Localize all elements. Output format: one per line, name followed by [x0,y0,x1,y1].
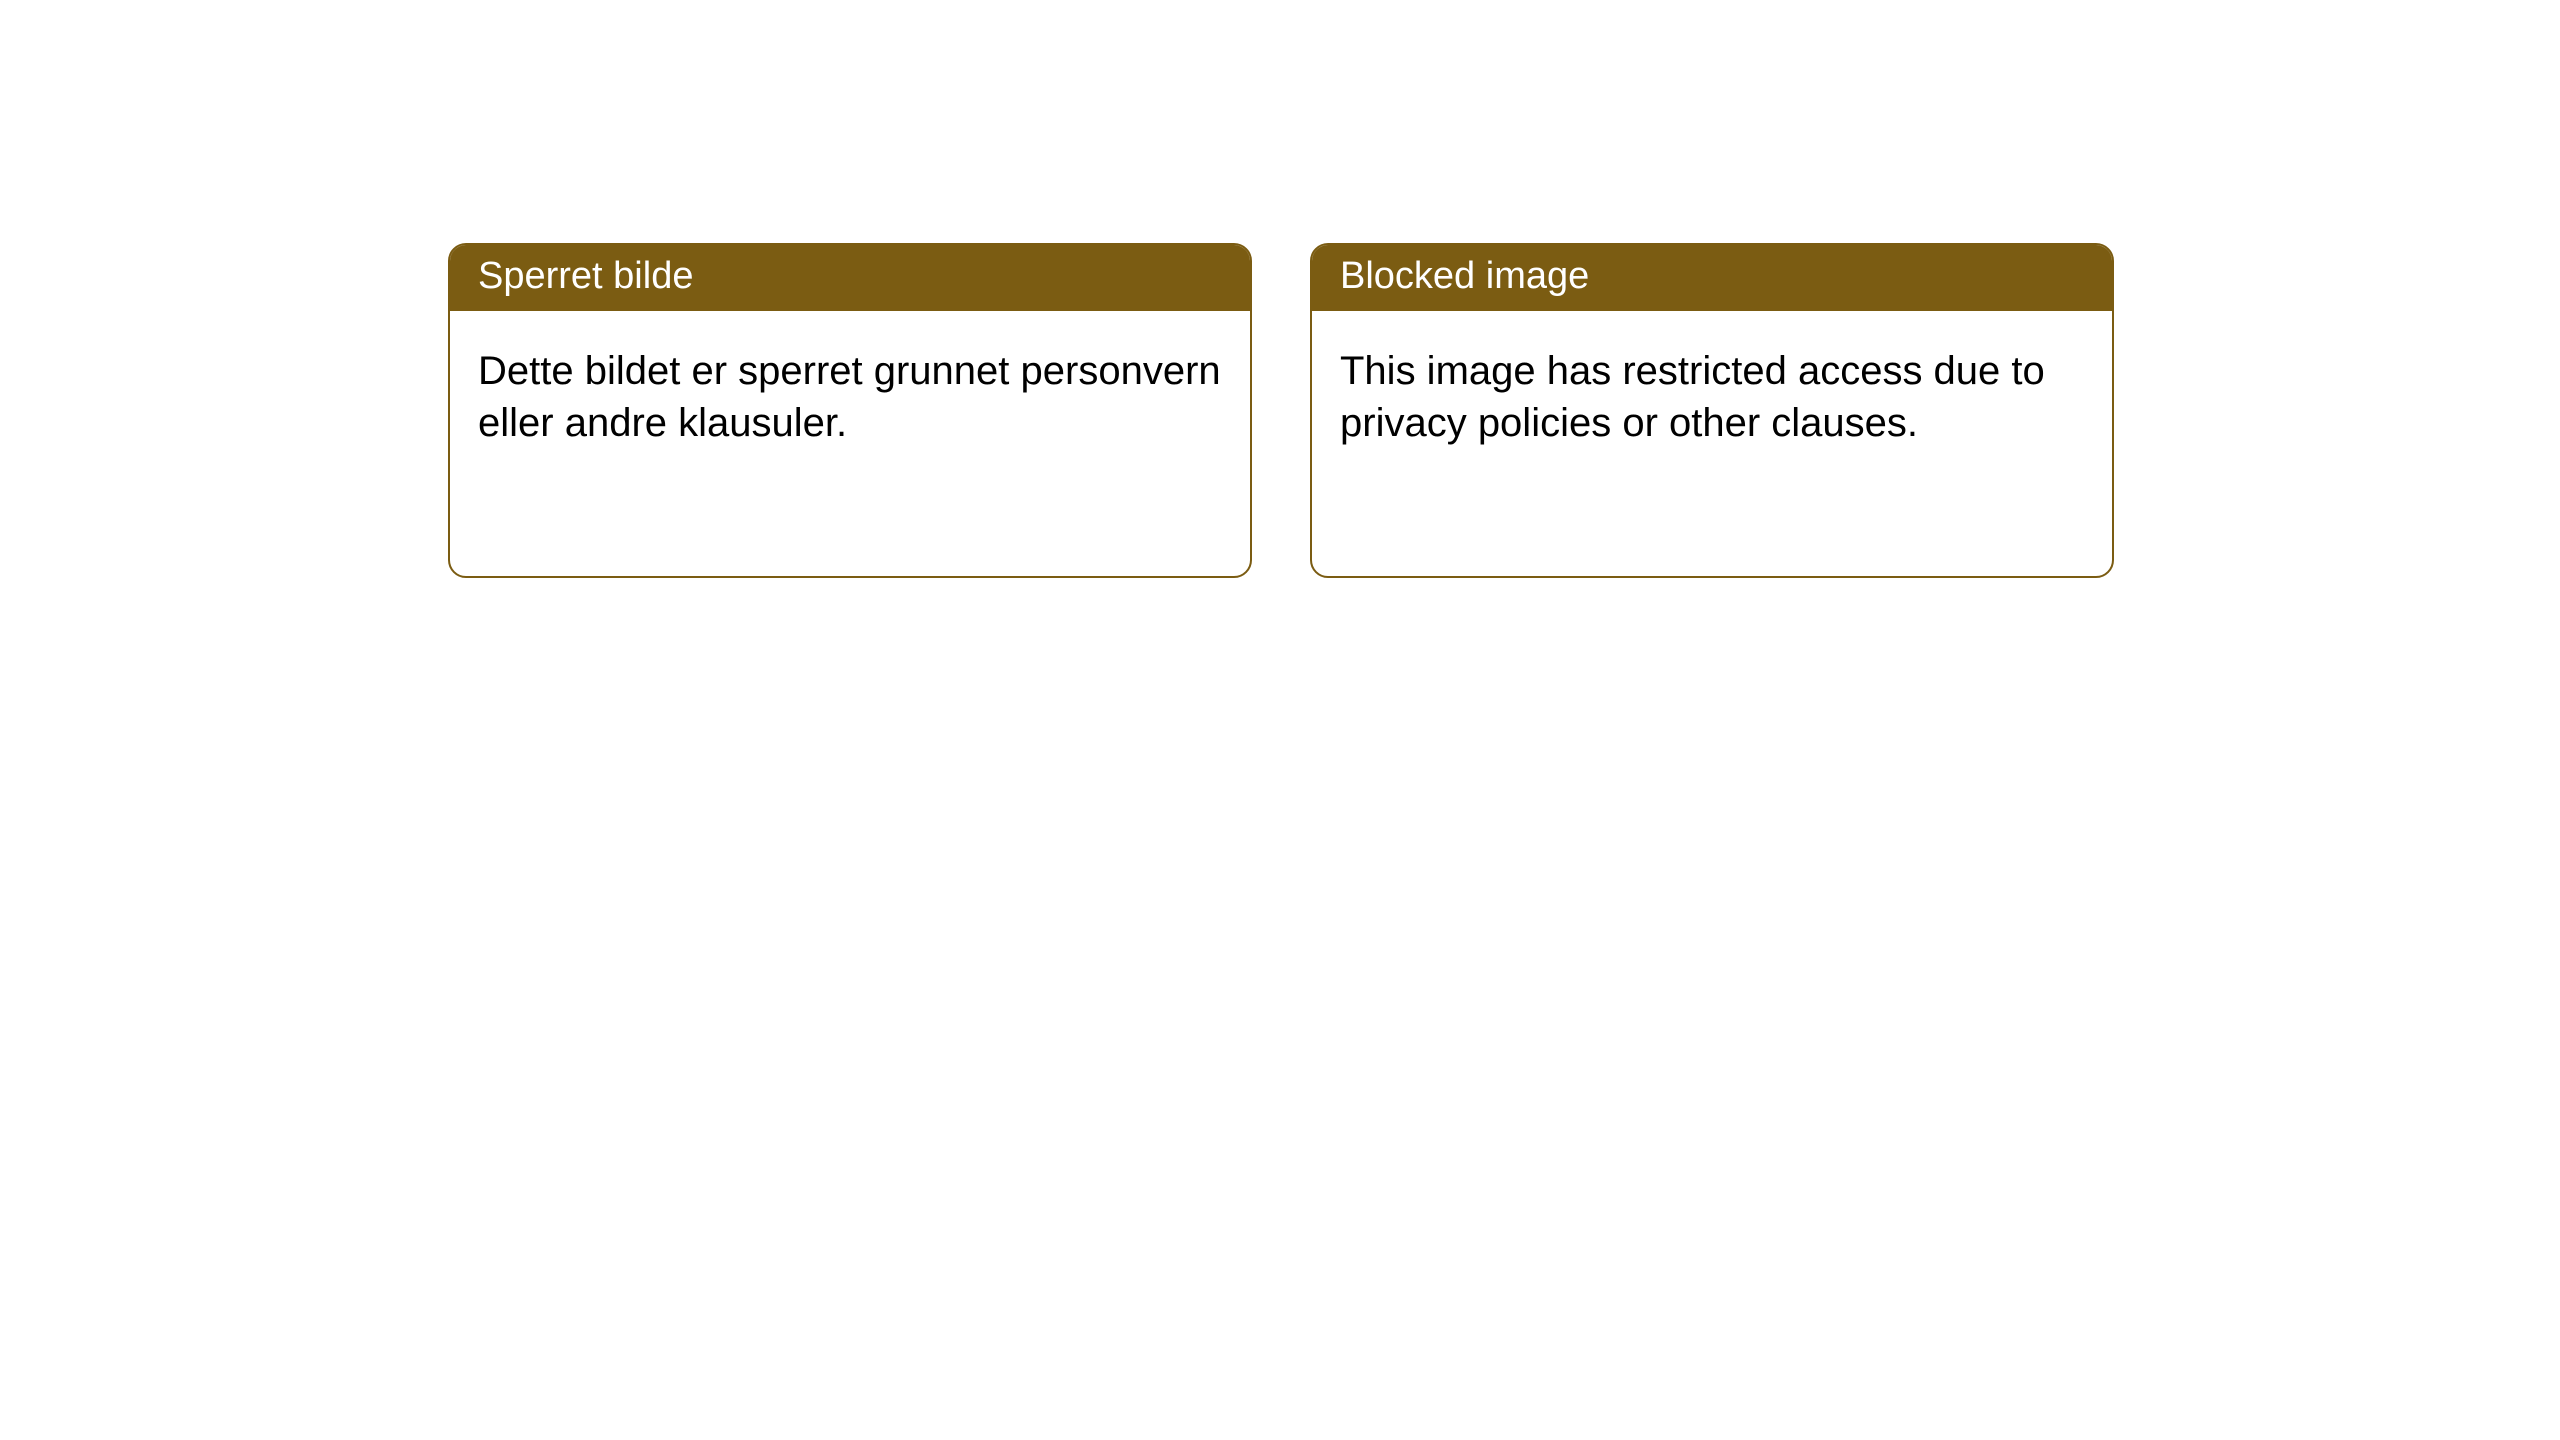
notice-card-norwegian: Sperret bilde Dette bildet er sperret gr… [448,243,1252,578]
notice-body: Dette bildet er sperret grunnet personve… [450,311,1250,483]
notice-title: Blocked image [1312,245,2112,311]
notice-container: Sperret bilde Dette bildet er sperret gr… [0,0,2560,578]
notice-card-english: Blocked image This image has restricted … [1310,243,2114,578]
notice-body: This image has restricted access due to … [1312,311,2112,483]
notice-title: Sperret bilde [450,245,1250,311]
